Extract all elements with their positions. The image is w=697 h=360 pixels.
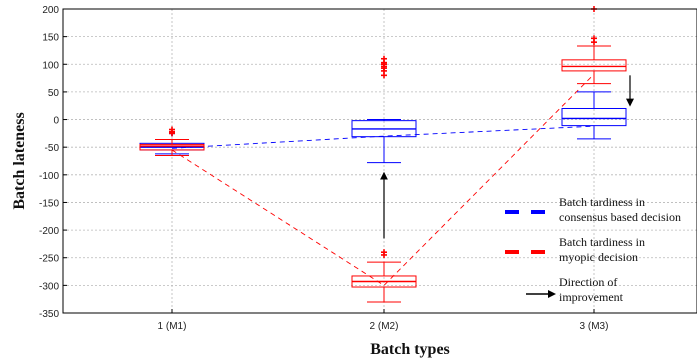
outlier-marker xyxy=(381,251,387,258)
box xyxy=(561,59,627,72)
y-tick-label: 100 xyxy=(42,60,59,71)
x-axis-label: Batch types xyxy=(370,341,450,358)
trend-line xyxy=(171,73,595,286)
legend-label-line2: improvement xyxy=(559,290,624,304)
legend-label-line1: Direction of xyxy=(559,275,617,289)
legend-label-line2: consensus based decision xyxy=(559,210,681,224)
axis-ticks: 200 150 100 50 0 -50 -100 -150 -200 -250 -300 -350 1… xyxy=(39,5,608,332)
y-tick-label: -150 xyxy=(39,198,59,209)
y-axis-label: Batch lateness xyxy=(11,112,28,209)
box xyxy=(561,107,627,127)
y-tick-label: 0 xyxy=(53,116,59,127)
trend-line xyxy=(171,125,595,149)
y-tick-label: -250 xyxy=(39,254,59,265)
outlier-marker xyxy=(169,130,175,137)
y-tick-label: -100 xyxy=(39,171,59,182)
x-tick-label: 1 (M1) xyxy=(158,321,187,332)
trend-lines xyxy=(171,73,595,286)
grid-lines xyxy=(63,8,697,314)
x-tick-label: 2 (M2) xyxy=(370,321,399,332)
improvement-arrows xyxy=(380,75,634,239)
y-tick-label: -50 xyxy=(45,143,60,154)
plot-frame xyxy=(62,8,697,314)
y-tick-label: 200 xyxy=(42,5,59,16)
y-tick-label: -200 xyxy=(39,226,59,237)
legend-label-line1: Batch tardiness in xyxy=(559,235,645,249)
y-tick-label: -300 xyxy=(39,281,59,292)
outlier-marker xyxy=(591,35,597,42)
x-tick-label: 3 (M3) xyxy=(580,321,609,332)
box xyxy=(139,143,205,151)
outlier-marker xyxy=(381,55,387,62)
legend-label-line1: Batch tardiness in xyxy=(559,195,645,209)
y-tick-label: -350 xyxy=(39,309,59,320)
y-tick-label: 50 xyxy=(48,88,60,99)
legend-label-line2: myopic decision xyxy=(559,250,638,264)
box-plots xyxy=(139,6,627,303)
y-tick-label: 150 xyxy=(42,33,59,44)
